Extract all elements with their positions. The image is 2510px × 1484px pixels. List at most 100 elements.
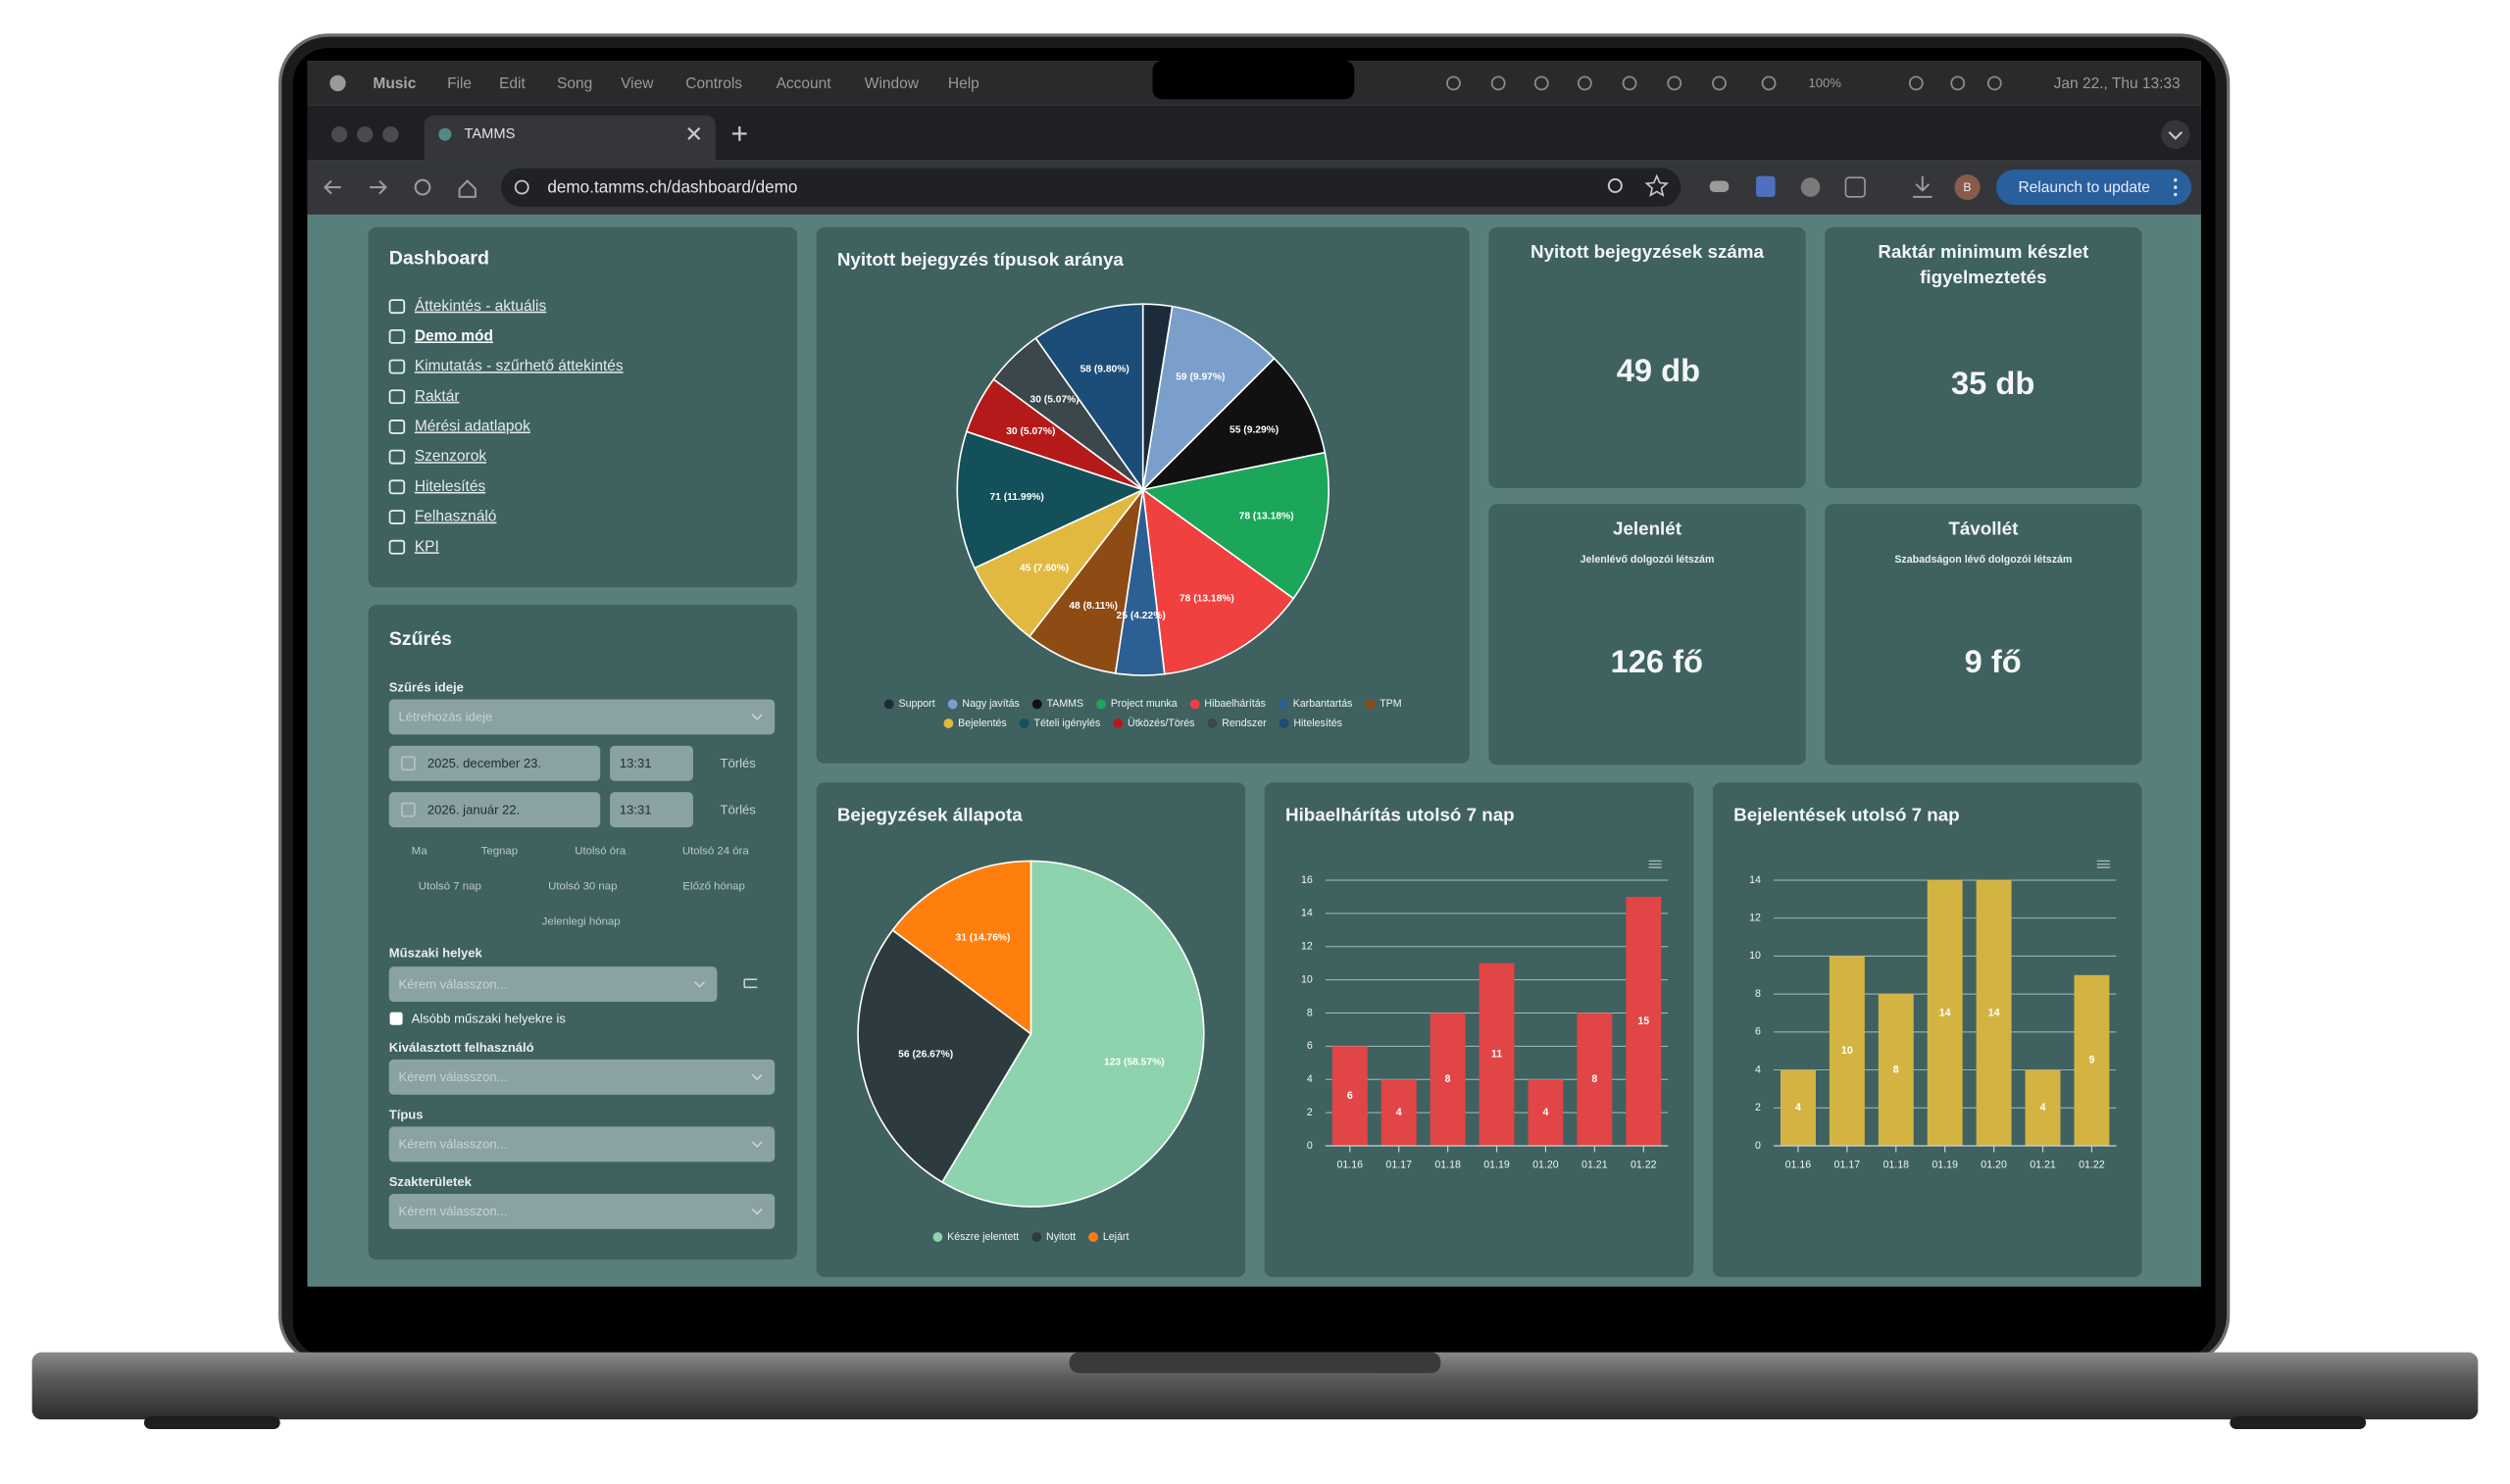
url[interactable]: demo.tamms.ch/dashboard/demo (547, 176, 797, 196)
legend-item[interactable]: Nagy javítás (947, 698, 1020, 710)
downloads[interactable] (1913, 175, 1933, 198)
time-input[interactable] (610, 745, 693, 781)
time-select[interactable] (388, 699, 776, 735)
quick-range[interactable]: Utolsó óra (575, 846, 627, 858)
home-button[interactable] (458, 179, 477, 198)
nav-link[interactable]: Szenzorok (415, 448, 486, 465)
menu-item[interactable]: Song (557, 75, 592, 92)
new-tab[interactable] (731, 126, 747, 141)
quick-range[interactable]: Tegnap (481, 846, 518, 858)
date-input[interactable] (388, 792, 601, 828)
nav-link[interactable]: Demo mód (415, 327, 493, 344)
legend-item[interactable]: Hibaelhárítás (1189, 698, 1266, 710)
pie-slice (956, 430, 1145, 569)
status-icon[interactable] (1950, 75, 1966, 91)
legend-item[interactable]: TPM (1365, 698, 1402, 710)
nav-icon (388, 328, 406, 344)
active-tab[interactable] (424, 115, 716, 161)
zoom-icon[interactable] (1607, 177, 1623, 193)
chart-menu[interactable] (1648, 860, 1662, 868)
tree-toggle[interactable] (743, 978, 758, 989)
extensions-menu[interactable] (1844, 176, 1866, 198)
quick-range[interactable]: Ma (412, 846, 428, 858)
menu-item[interactable]: File (447, 75, 472, 92)
user-select[interactable] (388, 1059, 776, 1095)
nav-link[interactable]: Kimutatás - szűrhető áttekintés (415, 358, 624, 374)
status-icon[interactable] (1577, 75, 1592, 91)
menu-item[interactable]: Account (777, 75, 832, 92)
nav-link[interactable]: Mérési adatlapok (415, 419, 530, 435)
legend-item[interactable]: Lejárt (1088, 1231, 1129, 1243)
extension-icon[interactable] (1800, 177, 1821, 197)
quick-range[interactable]: Jelenlegi hónap (542, 915, 621, 927)
legend-label: Karbantartás (1293, 698, 1353, 710)
legend-item[interactable]: Karbantartás (1279, 698, 1352, 710)
forward-button[interactable] (370, 179, 387, 195)
legend-item[interactable]: Support (883, 698, 935, 710)
legend-item[interactable]: Készre jelentett (932, 1231, 1019, 1243)
site-info[interactable] (514, 179, 529, 195)
tab-close[interactable] (687, 126, 701, 140)
data-label: 8 (1893, 1064, 1899, 1075)
legend-item[interactable]: Ütközés/Törés (1113, 717, 1194, 729)
date-input[interactable] (388, 745, 601, 781)
omnibox[interactable] (501, 168, 1682, 207)
clear-button[interactable]: Törlés (721, 756, 757, 770)
quick-range[interactable]: Utolsó 30 nap (548, 881, 617, 893)
menu-item[interactable]: Help (948, 75, 979, 92)
relaunch-button[interactable] (1995, 170, 2192, 206)
legend-item[interactable]: Hitelesítés (1279, 717, 1342, 729)
data-label: 45 (7.60%) (1020, 564, 1069, 574)
nav-link[interactable]: KPI (415, 538, 439, 555)
nav-link[interactable]: Felhasználó (415, 509, 497, 525)
quick-range[interactable]: Előző hónap (682, 881, 744, 893)
legend-item[interactable]: Bejelentés (943, 717, 1007, 729)
legend-item[interactable]: Nyitott (1031, 1231, 1076, 1243)
relaunch-label[interactable]: Relaunch to update (2018, 179, 2149, 196)
x-tick-label: 01.22 (2079, 1159, 2105, 1170)
chart-menu[interactable] (2096, 860, 2110, 868)
apple-icon[interactable] (329, 74, 346, 92)
back-button[interactable] (323, 179, 341, 195)
tab-search[interactable] (2161, 120, 2190, 149)
nav-link[interactable]: Raktár (415, 388, 460, 405)
extension-icon[interactable] (1756, 175, 1776, 197)
quick-range[interactable]: Utolsó 7 nap (419, 881, 481, 893)
status-icon[interactable] (1622, 75, 1637, 91)
status-icon[interactable] (1446, 75, 1461, 91)
window-zoom[interactable] (382, 126, 399, 143)
legend-item[interactable]: Project munka (1096, 698, 1178, 710)
type-select[interactable] (388, 1126, 776, 1162)
window-minimize[interactable] (357, 126, 374, 143)
status-icon[interactable] (1667, 75, 1682, 91)
menu-item[interactable]: Window (865, 75, 920, 92)
clear-button[interactable]: Törlés (721, 802, 757, 816)
menu-item[interactable]: Controls (685, 75, 742, 92)
places-select[interactable] (388, 966, 718, 1003)
window-close[interactable] (330, 126, 348, 143)
status-icon[interactable] (1908, 75, 1924, 91)
status-icon[interactable] (1533, 75, 1549, 91)
status-icon[interactable] (1761, 75, 1777, 91)
time-input[interactable] (610, 792, 693, 828)
quick-range[interactable]: Utolsó 24 óra (682, 846, 749, 858)
reload-button[interactable] (414, 178, 431, 196)
nav-link[interactable]: Hitelesítés (415, 478, 486, 495)
card-title-box: Nyitott bejegyzések száma (1531, 243, 1764, 263)
extension-icon[interactable] (1709, 180, 1730, 192)
legend-item[interactable]: TAMMS (1031, 698, 1083, 710)
bookmark-star[interactable] (1644, 173, 1670, 197)
legend-item[interactable]: Tételi igénylés (1019, 717, 1101, 729)
status-icon[interactable] (1986, 75, 2002, 91)
profile-avatar[interactable] (1954, 173, 1981, 201)
menu-app[interactable]: Music (373, 75, 416, 92)
status-icon[interactable] (1712, 75, 1727, 91)
menu-item[interactable]: Edit (499, 75, 526, 92)
menu-item[interactable]: View (621, 75, 654, 92)
status-icon[interactable] (1490, 75, 1506, 91)
chart-title: Bejegyzések állapota (837, 805, 1023, 825)
checkbox[interactable] (389, 1012, 403, 1025)
legend-item[interactable]: Rendszer (1207, 717, 1268, 729)
field-select[interactable] (388, 1193, 776, 1229)
nav-link[interactable]: Áttekintés - aktuális (415, 298, 547, 315)
